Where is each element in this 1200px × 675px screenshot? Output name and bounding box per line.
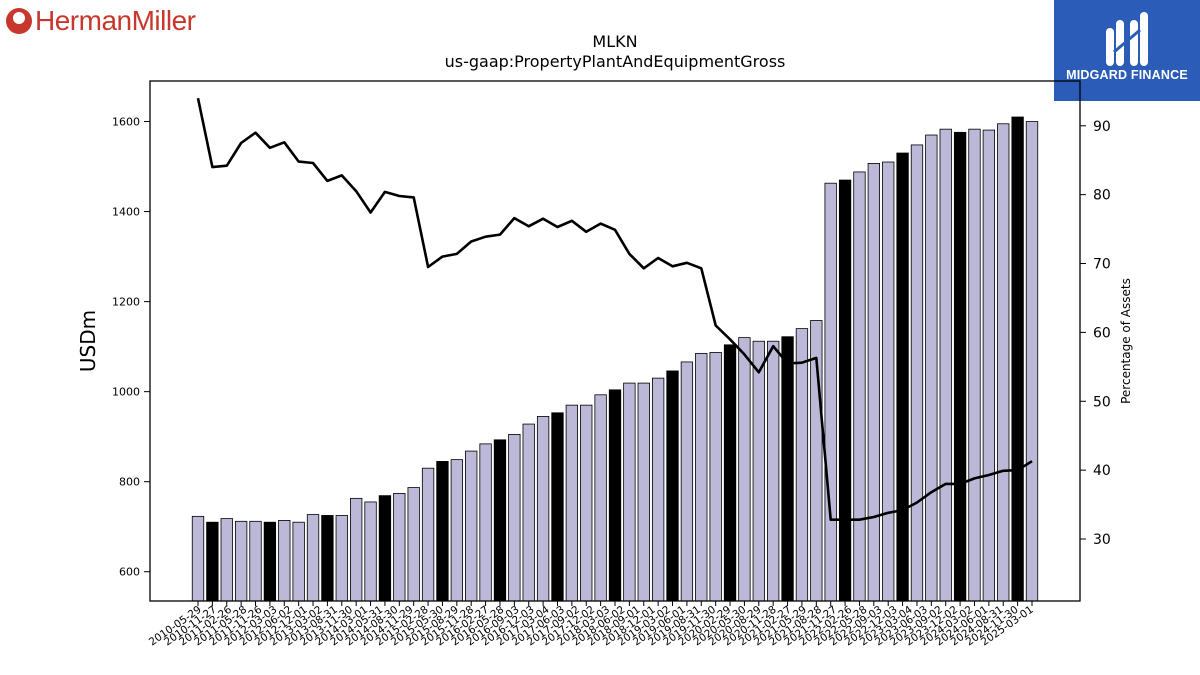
x-axis: 2010-05-292010-11-272011-02-262011-05-28… [147,601,1036,648]
hermanmiller-logo: HermanMiller [6,4,196,38]
y-tick-label: 1600 [112,116,140,129]
bar [666,370,679,602]
bar [781,336,794,602]
bar [234,520,248,602]
bar [393,492,406,602]
chart-subtitle: us-gaap:PropertyPlantAndEquipmentGross [444,52,786,71]
bar [551,412,564,602]
y2-axis-label: Percentage of Assets [1119,278,1133,404]
bar [407,487,420,602]
bar [335,515,348,602]
bar [853,171,866,602]
bar [637,382,650,602]
left-axis: 600 800 1000 1200 1400 1600 [112,116,150,579]
y-tick-label: 800 [119,476,140,489]
chart-title: MLKN [592,32,638,51]
bar [824,182,837,602]
y2-tick-label: 60 [1093,325,1111,341]
line-series [196,97,1033,522]
bar [565,404,579,602]
hermanmiller-logo-text: HermanMiller [35,5,196,36]
bar [278,520,291,602]
bar [896,152,909,602]
bar [249,520,262,602]
bar [378,495,392,602]
bar [479,443,492,602]
midgard-finance-logo: MIDGARD FINANCE [1054,0,1200,101]
bar [220,518,233,602]
bar [767,340,780,602]
y-tick-label: 600 [119,566,140,579]
y2-tick-label: 90 [1093,119,1111,135]
bar [882,161,895,602]
bar [306,514,320,602]
y2-tick-label: 40 [1093,463,1111,479]
bar [450,459,463,602]
bar [263,521,277,602]
bar [206,521,219,602]
bar [292,521,305,602]
bar [608,389,622,602]
bar [623,382,636,602]
bar [968,128,981,602]
bar [982,129,996,602]
bar [1025,121,1039,602]
bar [321,515,334,602]
bar [421,467,435,602]
bar [465,450,478,602]
bar-series [191,116,1039,602]
y2-tick-label: 30 [1093,532,1111,548]
bar [522,423,535,602]
y-tick-label: 1200 [112,296,140,309]
y2-tick-label: 80 [1093,188,1111,204]
bar [738,337,751,602]
bar [508,434,521,602]
bar [536,416,550,602]
midgard-finance-logo-text: MIDGARD FINANCE [1066,68,1188,82]
bar [695,352,708,602]
bar [939,128,952,602]
bar [925,134,938,602]
bar [709,352,722,602]
bar [594,394,607,602]
right-axis: 30 40 50 60 70 80 90 [1080,119,1111,548]
bar [997,123,1010,602]
bar [680,361,694,602]
bar [364,501,377,602]
midgard-mark-icon [1106,12,1148,66]
bar [838,179,852,602]
y-tick-label: 1400 [112,206,140,219]
y2-tick-label: 50 [1093,394,1111,410]
bar [953,131,967,602]
bar [723,344,737,602]
bar [752,340,765,602]
hermanmiller-mark-icon [6,8,32,34]
bar [580,404,593,602]
bar [436,461,449,602]
y2-tick-label: 70 [1093,257,1111,273]
bar [350,497,363,602]
bar [493,439,507,602]
bar [795,328,809,602]
bar [1011,116,1024,602]
bar [910,144,924,602]
y-tick-label: 1000 [112,386,140,399]
bar [651,377,665,602]
bar [191,515,205,602]
bar [867,162,880,602]
y-axis-label: USDm [76,310,100,372]
percentage-line [196,97,1033,522]
